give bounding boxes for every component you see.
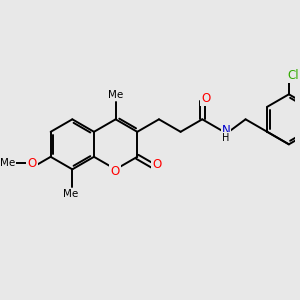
Text: Cl: Cl [287, 69, 299, 82]
Text: O: O [110, 165, 120, 178]
Text: Me: Me [63, 189, 79, 199]
Text: O: O [201, 92, 211, 105]
Text: N: N [222, 124, 231, 137]
Text: O: O [27, 157, 37, 170]
Text: Me: Me [0, 158, 15, 169]
Text: H: H [223, 133, 230, 143]
Text: Me: Me [108, 90, 123, 100]
Text: O: O [152, 158, 161, 171]
